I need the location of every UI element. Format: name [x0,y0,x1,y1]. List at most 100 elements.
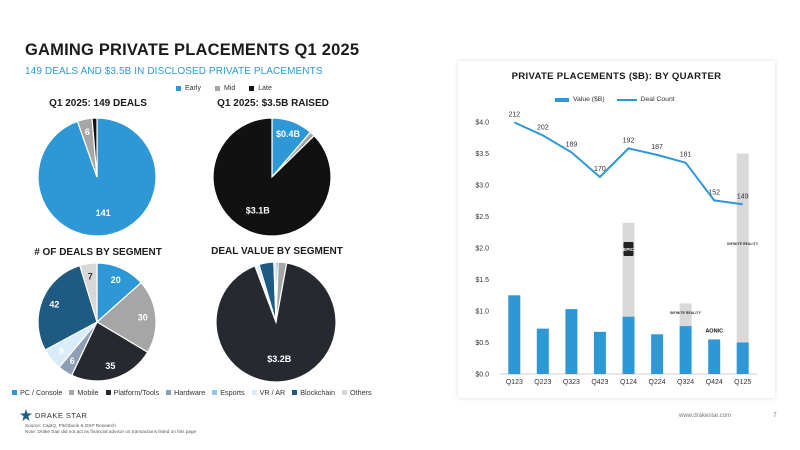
legend-swatch [166,390,172,395]
pie-title-deals: Q1 2025: 149 DEALS [49,98,147,109]
legend-label: Esports [220,388,245,397]
bar-chart-plot: $0.0 $0.5 $1.0 $1.5 $2.0 $2.5 $3.0 $3.5 $4.0 Q123… [475,111,758,386]
legend-swatch [616,98,637,101]
legend-label: Others [349,388,372,397]
legend-swatch [292,390,298,395]
pie-data-label: 7 [88,272,93,282]
logo-label: EPIC [623,247,634,252]
note-line: Note: Drake Star did not act as financia… [25,429,197,434]
page-title: GAMING PRIVATE PLACEMENTS Q1 2025 [25,41,360,59]
pie-value-by-stage: $0.4B $3.1B [212,117,332,237]
pie-data-label: 30 [138,313,148,323]
legend-item-mobile: Mobile [69,388,99,397]
legend-swatch [251,390,257,395]
legend-label: Mid [223,85,236,92]
deal-count-label: 202 [537,124,549,131]
x-tick-label: Q424 [706,379,723,386]
legend-swatch [249,86,255,91]
pie-title-segment-value: DEAL VALUE BY SEGMENT [211,246,343,257]
legend-label: Blockchain [300,388,335,397]
legend-swatch [105,390,111,395]
bar [708,339,721,374]
legend-item-platform-tools: Platform/Tools [105,388,160,397]
legend-item-esports: Esports [212,388,245,397]
source-note: Source: CapIQ, Pitchbook & DSP Research … [25,423,196,435]
pie-data-label: 35 [105,361,115,371]
bar-upper-segment [679,303,692,327]
y-tick-label: $3.0 [475,183,489,190]
deal-count-label: 181 [680,152,692,159]
epic-logo-shape [623,242,634,256]
legend-swatch [176,86,181,91]
bar [593,331,606,374]
y-tick-label: $3.5 [475,151,489,158]
legend-label: Value ($B) [573,96,605,103]
deal-count-label: 170 [594,166,606,173]
logo-text: DRAKE STAR [35,410,88,420]
pie-slice [273,261,277,323]
x-tick-label: Q224 [649,379,666,386]
legend-item-late: Late [249,85,272,92]
bar [651,334,664,374]
legend-swatch [341,390,347,395]
legend-label: Platform/Tools [113,388,160,397]
x-tick-label: Q123 [506,379,523,386]
deal-count-label: 152 [708,189,720,196]
page-number: 7 [773,412,777,419]
x-tick-label: Q124 [620,379,637,386]
legend-item-early: Early [176,85,201,92]
pie-data-label: 6 [70,356,75,366]
legend-item-deal-count: Deal Count [616,96,675,103]
legend-label: Late [258,85,272,92]
bar [508,295,521,375]
pie-title-raised: Q1 2025: $3.5B RAISED [217,98,329,109]
pie-slice [212,117,332,237]
segment-legend: PC / Console Mobile Platform/Tools Hardw… [12,388,372,397]
pie-data-label: $3.1B [246,206,271,216]
legend-label: VR / AR [259,388,286,397]
pie-data-label: 141 [96,208,111,218]
deal-count-label: 149 [737,193,749,200]
pie-slice [37,264,98,351]
y-tick-label: $4.0 [475,120,489,127]
bar-chart-legend: Value ($B) Deal Count [555,96,675,103]
legend-item-vr-ar: VR / AR [251,388,286,397]
source-line: Source: CapIQ, Pitchbook & DSP Research [25,423,116,428]
pie-slice [215,262,337,383]
legend-label: Early [185,85,201,92]
bar [536,328,549,374]
legend-item-blockchain: Blockchain [292,388,335,397]
y-tick-label: $0.5 [475,340,489,347]
pie-slice [70,321,149,382]
company-logo-annotation: AONIC [705,328,723,334]
pie-data-label: 42 [49,300,59,310]
pie-data-label: 9 [59,346,64,356]
company-logo-annotation: INFINITE REALITY [727,242,758,246]
page-subtitle: 149 DEALS AND $3.5B IN DISCLOSED PRIVATE… [25,66,323,77]
deal-count-label: 189 [566,141,578,148]
pie-value-by-segment: $3.2B [215,261,337,383]
y-tick-label: $1.0 [475,309,489,316]
pie-data-label: 6 [85,127,90,137]
star-icon [20,409,32,421]
x-tick-label: Q323 [563,379,580,386]
x-tick-label: Q423 [591,379,608,386]
x-tick-label: Q125 [734,379,751,386]
bar-upper-segment [736,153,749,343]
pie-data-label: $3.2B [267,354,292,364]
legend-swatch [214,86,220,91]
legend-item-mid: Mid [214,85,236,92]
legend-swatch [555,97,569,102]
bar [679,326,692,374]
website-link[interactable]: www.drakestar.com [679,413,732,419]
logo-label: AONIC [705,328,723,334]
pie-deals-by-stage: 141 6 [37,117,157,237]
legend-label: Deal Count [640,96,675,103]
pie-slice [91,117,98,178]
pie-deals-by-segment: 20 30 35 69 42 7 [37,262,157,382]
bar [622,316,635,374]
deal-count-label: 187 [651,144,663,151]
deal-count-label: 192 [623,137,635,144]
